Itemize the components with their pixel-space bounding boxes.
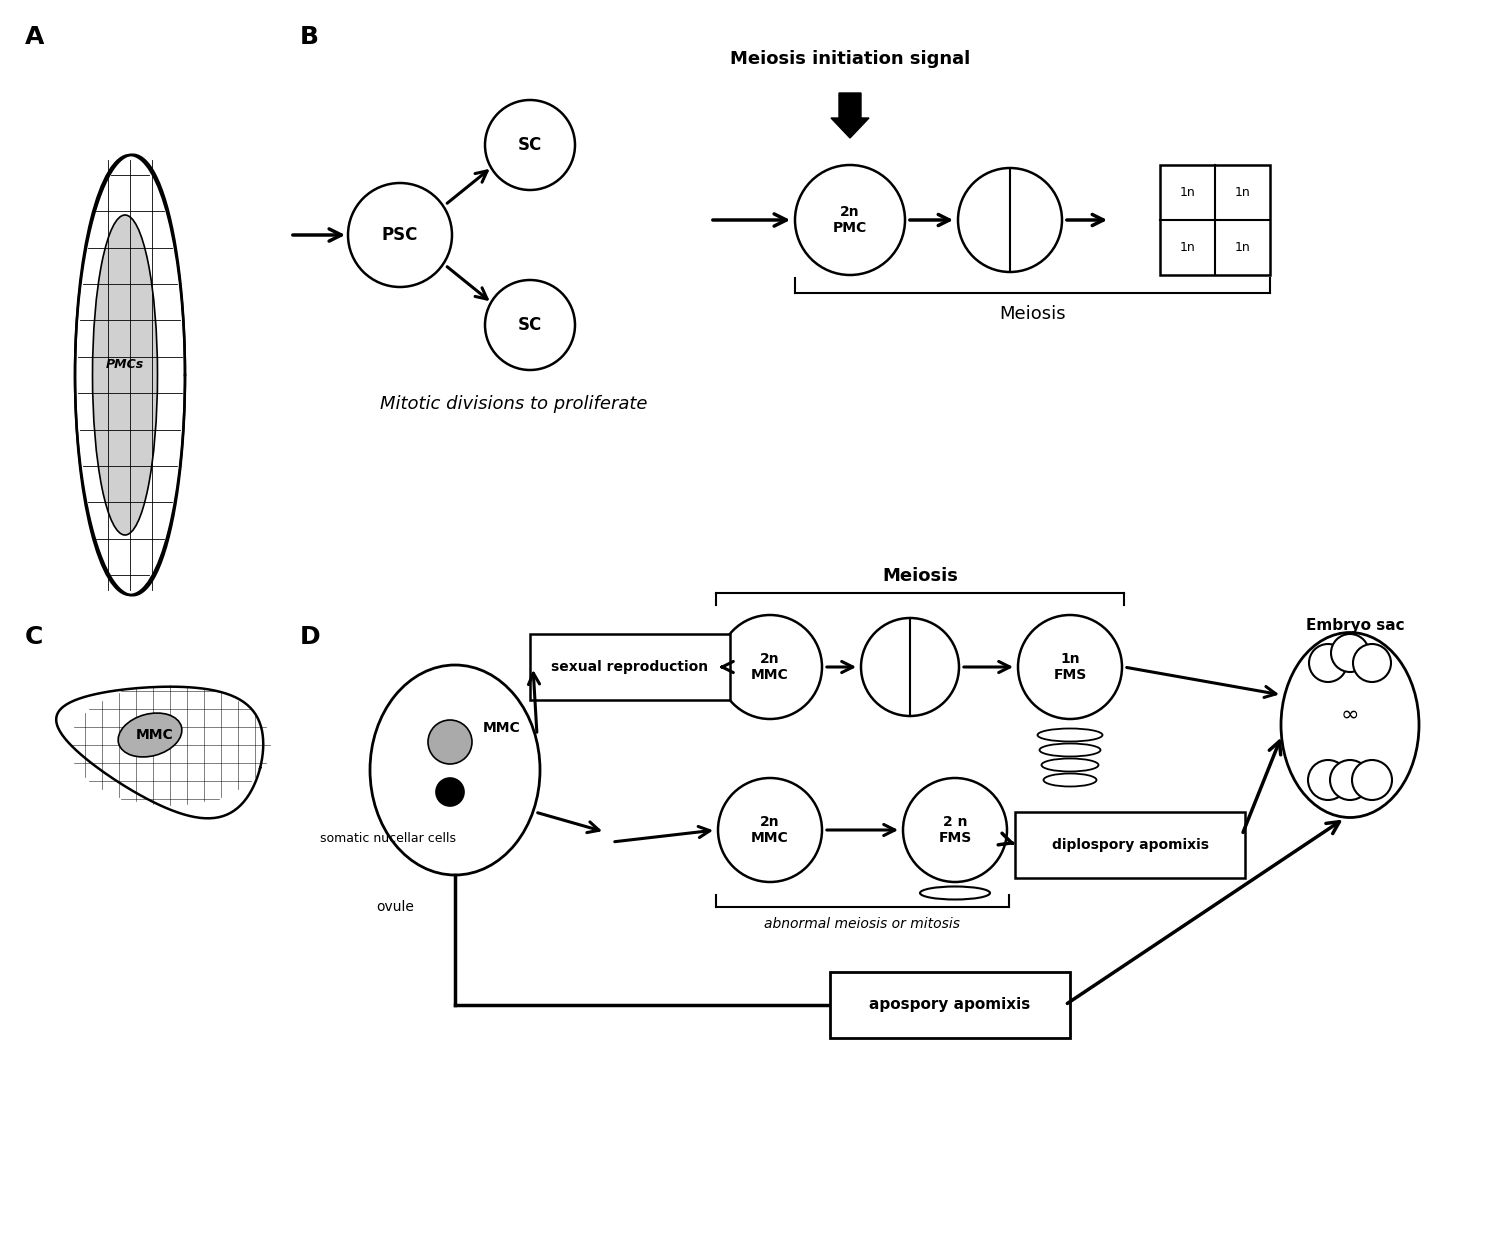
Text: ∞: ∞	[1341, 705, 1359, 725]
Text: 1n: 1n	[1179, 241, 1196, 254]
FancyBboxPatch shape	[530, 634, 730, 700]
Circle shape	[1330, 634, 1370, 671]
Ellipse shape	[1281, 633, 1419, 817]
Circle shape	[1353, 644, 1390, 681]
Ellipse shape	[1041, 758, 1098, 772]
Circle shape	[1308, 761, 1348, 799]
Bar	[1160, 164, 1270, 275]
FancyBboxPatch shape	[1016, 812, 1245, 878]
Ellipse shape	[1040, 743, 1101, 757]
Circle shape	[1310, 644, 1347, 681]
Circle shape	[795, 164, 904, 275]
Text: 2n
MMC: 2n MMC	[752, 651, 789, 683]
Circle shape	[1330, 761, 1370, 799]
Circle shape	[1352, 761, 1392, 799]
Text: PSC: PSC	[382, 226, 418, 243]
Circle shape	[348, 183, 452, 287]
Circle shape	[484, 280, 574, 370]
Text: B: B	[300, 25, 320, 49]
Text: ovule: ovule	[376, 900, 414, 914]
Text: diplospory apomixis: diplospory apomixis	[1052, 838, 1209, 852]
Text: Embryo sac: Embryo sac	[1305, 617, 1404, 633]
Circle shape	[958, 168, 1062, 272]
Text: Meiosis: Meiosis	[999, 305, 1066, 323]
Text: sexual reproduction: sexual reproduction	[552, 660, 708, 674]
Text: 1n: 1n	[1179, 186, 1196, 200]
Text: MMC: MMC	[136, 728, 174, 742]
Text: SC: SC	[518, 136, 542, 154]
Text: Meiosis: Meiosis	[882, 567, 959, 585]
Text: C: C	[26, 625, 44, 649]
Polygon shape	[56, 686, 264, 818]
Circle shape	[484, 100, 574, 190]
Text: PMCs: PMCs	[106, 359, 144, 371]
Text: abnormal meiosis or mitosis: abnormal meiosis or mitosis	[765, 917, 960, 931]
Circle shape	[1019, 615, 1122, 719]
Text: MMC: MMC	[483, 722, 520, 735]
Circle shape	[718, 615, 822, 719]
Text: 1n: 1n	[1234, 241, 1251, 254]
Text: 2n
PMC: 2n PMC	[833, 205, 867, 235]
Ellipse shape	[370, 665, 540, 875]
Ellipse shape	[75, 156, 184, 595]
Circle shape	[436, 778, 463, 806]
Circle shape	[861, 617, 958, 717]
Text: Mitotic divisions to proliferate: Mitotic divisions to proliferate	[380, 395, 648, 413]
Text: Meiosis initiation signal: Meiosis initiation signal	[730, 50, 970, 68]
FancyBboxPatch shape	[830, 973, 1070, 1038]
Ellipse shape	[118, 713, 182, 757]
Text: 2 n
FMS: 2 n FMS	[939, 814, 972, 845]
Ellipse shape	[1044, 773, 1096, 787]
Circle shape	[718, 778, 822, 882]
Circle shape	[903, 778, 1007, 882]
Text: apospory apomixis: apospory apomixis	[870, 998, 1030, 1013]
Text: SC: SC	[518, 316, 542, 334]
Text: A: A	[26, 25, 45, 49]
Text: somatic nucellar cells: somatic nucellar cells	[320, 832, 456, 845]
Circle shape	[427, 720, 472, 764]
Ellipse shape	[1038, 728, 1102, 742]
Text: 1n: 1n	[1234, 186, 1251, 200]
Ellipse shape	[920, 886, 990, 900]
Ellipse shape	[93, 215, 158, 535]
FancyArrow shape	[831, 93, 868, 138]
Text: 2n
MMC: 2n MMC	[752, 814, 789, 845]
Text: 1n
FMS: 1n FMS	[1053, 651, 1086, 683]
Text: D: D	[300, 625, 321, 649]
